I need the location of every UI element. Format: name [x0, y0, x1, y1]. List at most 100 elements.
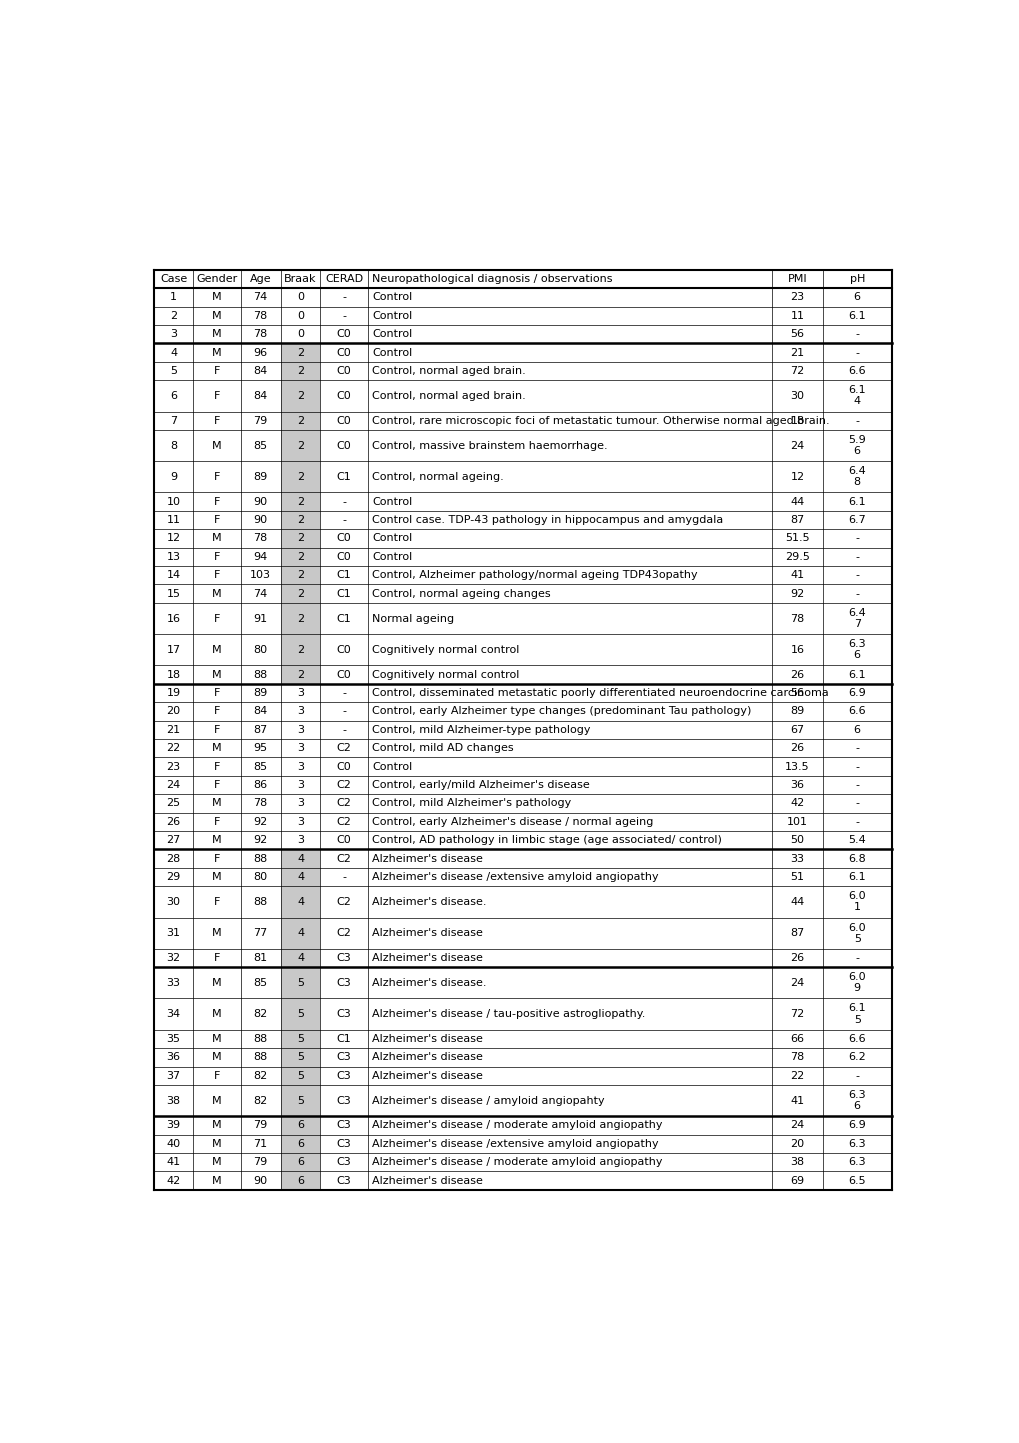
Text: F: F — [214, 391, 220, 401]
Text: 33: 33 — [166, 978, 180, 988]
Text: Cognitively normal control: Cognitively normal control — [372, 645, 520, 655]
Text: 6.0: 6.0 — [848, 922, 865, 932]
Text: C3: C3 — [336, 1176, 352, 1186]
Text: C2: C2 — [336, 928, 352, 938]
Text: 1: 1 — [853, 902, 860, 912]
Text: M: M — [212, 310, 222, 320]
Text: M: M — [212, 872, 222, 882]
Text: -: - — [854, 534, 858, 544]
Text: 36: 36 — [166, 1052, 180, 1062]
Bar — [280, 566, 320, 584]
Text: M: M — [212, 440, 222, 450]
Text: Alzheimer's disease: Alzheimer's disease — [372, 1071, 483, 1081]
Text: Control: Control — [372, 762, 413, 772]
Text: C3: C3 — [336, 1139, 352, 1149]
Text: 29: 29 — [166, 872, 180, 882]
Text: 9: 9 — [170, 472, 177, 482]
Text: C1: C1 — [336, 472, 352, 482]
Text: 69: 69 — [790, 1176, 804, 1186]
Text: 3: 3 — [297, 688, 304, 698]
Bar — [280, 918, 320, 949]
Text: 56: 56 — [790, 329, 804, 339]
Text: -: - — [854, 570, 858, 580]
Text: 13.5: 13.5 — [785, 762, 809, 772]
Text: Alzheimer's disease: Alzheimer's disease — [372, 1052, 483, 1062]
Text: 6.6: 6.6 — [848, 1035, 865, 1043]
Text: 22: 22 — [790, 1071, 804, 1081]
Bar — [280, 430, 320, 462]
Text: -: - — [854, 589, 858, 599]
Text: Braak: Braak — [284, 274, 317, 284]
Text: 101: 101 — [786, 817, 807, 827]
Text: 89: 89 — [790, 707, 804, 716]
Text: C2: C2 — [336, 781, 352, 789]
Text: 6.6: 6.6 — [848, 707, 865, 716]
Text: M: M — [212, 348, 222, 358]
Text: 6.1: 6.1 — [848, 310, 865, 320]
Text: F: F — [214, 898, 220, 906]
Text: 6.1: 6.1 — [848, 872, 865, 882]
Text: 79: 79 — [254, 1157, 268, 1167]
Text: 6: 6 — [297, 1157, 304, 1167]
Text: 3: 3 — [297, 743, 304, 753]
Text: 23: 23 — [790, 293, 804, 303]
Text: 3: 3 — [297, 762, 304, 772]
Text: Alzheimer's disease / moderate amyloid angiopathy: Alzheimer's disease / moderate amyloid a… — [372, 1157, 662, 1167]
Text: 8: 8 — [853, 478, 860, 488]
Text: 82: 82 — [254, 1071, 268, 1081]
Text: 74: 74 — [254, 293, 268, 303]
Text: F: F — [214, 613, 220, 623]
Text: 5: 5 — [853, 934, 860, 944]
Text: 16: 16 — [166, 613, 180, 623]
Text: 87: 87 — [254, 724, 268, 734]
Text: 2: 2 — [297, 645, 304, 655]
Text: Control, normal aged brain.: Control, normal aged brain. — [372, 391, 526, 401]
Bar — [280, 1117, 320, 1134]
Text: C1: C1 — [336, 589, 352, 599]
Text: 6.3: 6.3 — [848, 639, 865, 649]
Bar — [280, 411, 320, 430]
Text: Control, early Alzheimer type changes (predominant Tau pathology): Control, early Alzheimer type changes (p… — [372, 707, 751, 716]
Bar — [280, 511, 320, 530]
Text: M: M — [212, 928, 222, 938]
Text: C2: C2 — [336, 817, 352, 827]
Text: 103: 103 — [250, 570, 271, 580]
Text: 9: 9 — [853, 984, 860, 993]
Text: 2: 2 — [297, 570, 304, 580]
Text: M: M — [212, 1176, 222, 1186]
Text: 6.4: 6.4 — [848, 608, 865, 618]
Text: 36: 36 — [790, 781, 804, 789]
Text: C0: C0 — [336, 348, 352, 358]
Text: 6.6: 6.6 — [848, 367, 865, 377]
Text: -: - — [341, 310, 345, 320]
Text: 23: 23 — [166, 762, 180, 772]
Text: F: F — [214, 724, 220, 734]
Text: 89: 89 — [254, 688, 268, 698]
Text: 33: 33 — [790, 854, 804, 863]
Text: Age: Age — [250, 274, 271, 284]
Text: C3: C3 — [336, 1009, 352, 1019]
Text: 40: 40 — [166, 1139, 180, 1149]
Text: 78: 78 — [254, 310, 268, 320]
Bar — [280, 665, 320, 684]
Text: Control, mild Alzheimer's pathology: Control, mild Alzheimer's pathology — [372, 798, 571, 808]
Bar — [280, 999, 320, 1030]
Text: 5: 5 — [297, 1035, 304, 1043]
Text: 6: 6 — [297, 1139, 304, 1149]
Text: 92: 92 — [254, 817, 268, 827]
Text: C0: C0 — [336, 534, 352, 544]
Text: -: - — [854, 416, 858, 426]
Text: F: F — [214, 762, 220, 772]
Bar — [280, 603, 320, 633]
Text: Control, disseminated metastatic poorly differentiated neuroendocrine carcinoma: Control, disseminated metastatic poorly … — [372, 688, 828, 698]
Text: 6.0: 6.0 — [848, 973, 865, 983]
Text: C2: C2 — [336, 898, 352, 906]
Text: C0: C0 — [336, 762, 352, 772]
Text: 50: 50 — [790, 835, 804, 846]
Text: 5.4: 5.4 — [848, 835, 865, 846]
Text: 41: 41 — [166, 1157, 180, 1167]
Text: Alzheimer's disease / moderate amyloid angiopathy: Alzheimer's disease / moderate amyloid a… — [372, 1120, 662, 1130]
Text: 87: 87 — [790, 928, 804, 938]
Text: 19: 19 — [166, 688, 180, 698]
Bar — [280, 1066, 320, 1085]
